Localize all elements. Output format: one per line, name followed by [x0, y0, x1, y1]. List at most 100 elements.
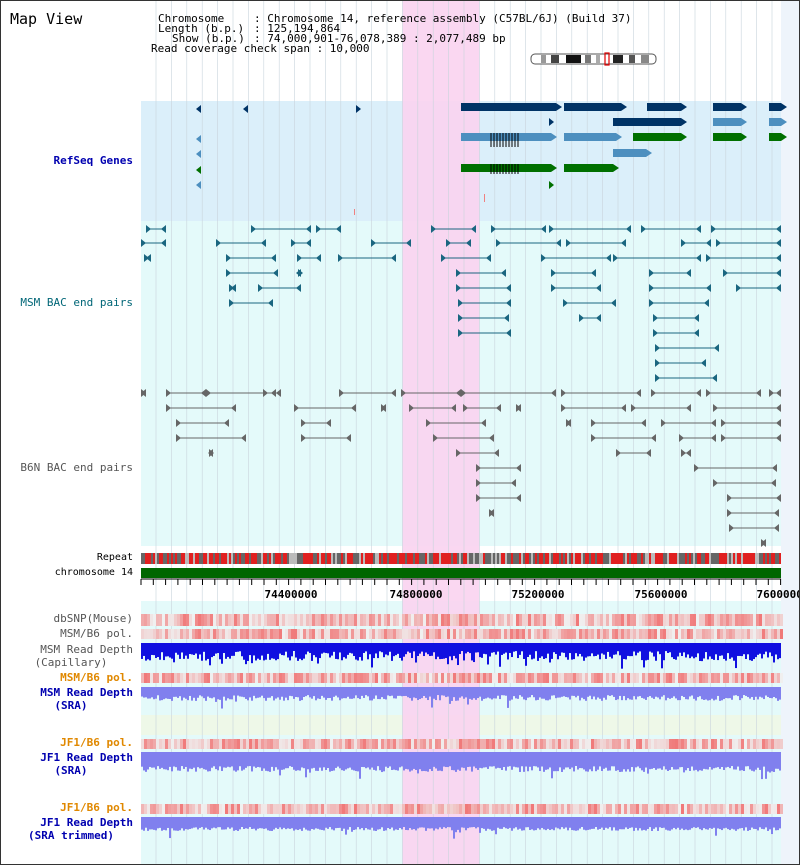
repeat-element [391, 553, 393, 564]
repeat-element [205, 553, 207, 564]
snp-density-cell [210, 629, 213, 639]
read-depth-bar [419, 752, 421, 770]
read-depth-bar [419, 643, 421, 654]
track-label-jf1-depth-trimmed[interactable]: JF1 Read Depth [40, 816, 133, 829]
track-label-chromosome[interactable]: chromosome 14 [54, 567, 133, 578]
snp-density-cell [504, 629, 507, 639]
snp-density-cell [393, 739, 396, 749]
snp-density-cell [318, 614, 321, 626]
snp-density-cell [141, 804, 144, 814]
snp-density-cell [744, 804, 747, 814]
track-label-jf1-b6-pol-2[interactable]: JF1/B6 pol. [60, 801, 133, 814]
repeat-element [189, 553, 191, 564]
snp-density-cell [570, 739, 573, 749]
bac-end-marker [541, 225, 546, 233]
read-depth-bar [405, 687, 407, 696]
track-label-msm-depth-sra[interactable]: MSM Read Depth [40, 686, 133, 699]
snp-density-cell [555, 629, 558, 639]
read-depth-bar [619, 752, 621, 772]
snp-density-cell [486, 804, 489, 814]
read-depth-bar [537, 817, 539, 829]
snp-density-cell [300, 614, 303, 626]
read-depth-bar [397, 817, 399, 830]
read-depth-bar [533, 643, 535, 659]
bac-end-marker [621, 404, 626, 412]
snp-density-cell [210, 673, 213, 683]
snp-density-cell [669, 614, 672, 626]
snp-density-cell [417, 804, 420, 814]
track-label-repeat[interactable]: Repeat [96, 552, 133, 563]
read-depth-bar [203, 687, 205, 699]
read-depth-bar [759, 752, 761, 770]
read-depth-bar [519, 643, 521, 655]
read-depth-bar [473, 752, 475, 767]
snp-density-cell [642, 739, 645, 749]
read-depth-bar [587, 752, 589, 772]
snp-density-cell [666, 614, 669, 626]
snp-density-cell [177, 629, 180, 639]
read-depth-bar [613, 817, 615, 828]
read-depth-bar [297, 752, 299, 771]
read-depth-bar [289, 687, 291, 696]
read-depth-bar [277, 752, 279, 770]
snp-density-cell [309, 739, 312, 749]
read-depth-bar [459, 643, 461, 655]
read-depth-bar [151, 752, 153, 768]
track-label-msm-bac[interactable]: MSM BAC end pairs [20, 296, 133, 309]
repeat-element [625, 553, 627, 564]
read-depth-bar [459, 817, 461, 833]
track-label-msm-depth-capillary[interactable]: MSM Read Depth [40, 643, 133, 656]
read-depth-bar [231, 643, 233, 656]
repeat-element [475, 553, 477, 564]
bac-end-marker [501, 269, 506, 277]
snp-density-cell [198, 673, 201, 683]
snp-density-cell [549, 673, 552, 683]
snp-density-cell [534, 673, 537, 683]
read-depth-bar [709, 817, 711, 829]
track-label-refseq[interactable]: RefSeq Genes [53, 154, 133, 167]
read-depth-bar [643, 687, 645, 699]
read-depth-bar [391, 643, 393, 661]
snp-density-cell [741, 804, 744, 814]
read-depth-bar [267, 643, 269, 654]
read-depth-bar [437, 643, 439, 657]
read-depth-bar [629, 817, 631, 828]
snp-density-cell [300, 673, 303, 683]
read-depth-bar [525, 752, 527, 767]
read-depth-bar [749, 643, 751, 661]
snp-density-cell [735, 673, 738, 683]
snp-density-cell [564, 673, 567, 683]
gene-arrow [556, 103, 562, 111]
read-depth-bar [389, 643, 391, 652]
bac-end-marker [563, 299, 568, 307]
read-depth-bar [539, 643, 541, 658]
snp-density-cell [243, 739, 246, 749]
track-label-b6n-bac[interactable]: B6N BAC end pairs [20, 461, 133, 474]
snp-density-cell [261, 804, 264, 814]
snp-density-cell [753, 673, 756, 683]
snp-density-cell [387, 739, 390, 749]
snp-density-cell [639, 673, 642, 683]
read-depth-bar [641, 643, 643, 661]
read-depth-bar [697, 643, 699, 654]
read-depth-bar [747, 752, 749, 767]
snp-density-cell [759, 739, 762, 749]
read-depth-bar [501, 752, 503, 770]
track-label-dbsnp[interactable]: dbSNP(Mouse) [53, 612, 133, 625]
read-depth-bar [175, 752, 177, 768]
snp-density-cell [603, 629, 606, 639]
track-label-jf1-b6-pol[interactable]: JF1/B6 pol. [60, 736, 133, 749]
snp-density-cell [681, 739, 684, 749]
read-depth-bar [387, 752, 389, 768]
read-depth-bar [351, 752, 353, 770]
repeat-element [639, 553, 641, 564]
track-label-jf1-depth-sra[interactable]: JF1 Read Depth [40, 751, 133, 764]
snp-density-cell [369, 739, 372, 749]
read-depth-bar [177, 687, 179, 698]
track-label-msm-b6-pol[interactable]: MSM/B6 pol. [60, 627, 133, 640]
snp-density-cell [315, 739, 318, 749]
track-label-msm-b6-pol-2[interactable]: MSM/B6 pol. [60, 671, 133, 684]
snp-density-cell [345, 629, 348, 639]
snp-density-cell [159, 629, 162, 639]
snp-density-cell [696, 673, 699, 683]
